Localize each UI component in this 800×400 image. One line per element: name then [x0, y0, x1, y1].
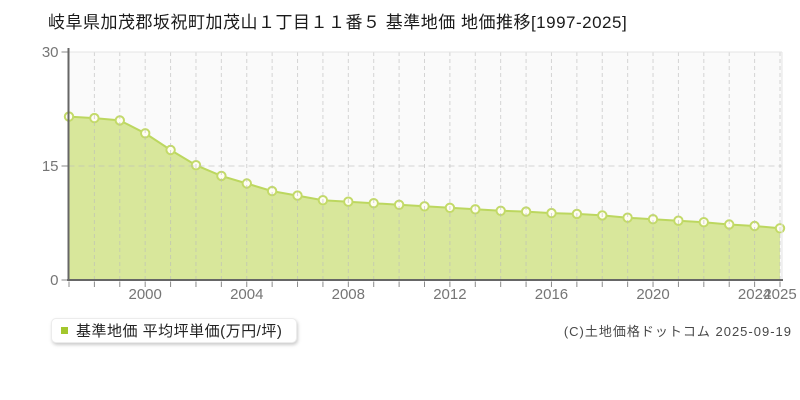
x-axis-label-2000: 2000	[128, 286, 161, 303]
copyright-text: (C)土地価格ドットコム 2025-09-19	[563, 324, 792, 339]
x-axis-label-2025: 2025	[763, 286, 796, 303]
x-axis-label-2024: 2024	[738, 286, 771, 303]
legend-label: 基準地価 平均坪単価(万円/坪)	[76, 323, 283, 340]
area-fill	[69, 116, 780, 280]
x-axis-label-2008: 2008	[332, 286, 365, 303]
gridlines	[68, 52, 782, 280]
x-axis-label-2004: 2004	[230, 286, 263, 303]
y-axis-label-30: 30	[42, 44, 59, 61]
axes	[67, 48, 783, 281]
legend: 基準地価 平均坪単価(万円/坪)	[51, 318, 298, 343]
x-axis-label-2012: 2012	[433, 286, 466, 303]
ticks	[61, 51, 781, 287]
legend-series-square-icon	[61, 327, 68, 334]
x-axis-label-2016: 2016	[535, 286, 568, 303]
y-axis-label-0: 0	[50, 272, 58, 289]
y-axis-label-15: 15	[42, 158, 59, 175]
x-axis-label-2020: 2020	[636, 286, 669, 303]
page-title: 岐阜県加茂郡坂祝町加茂山１丁目１１番５ 基準地価 地価推移[1997-2025]	[48, 13, 628, 32]
